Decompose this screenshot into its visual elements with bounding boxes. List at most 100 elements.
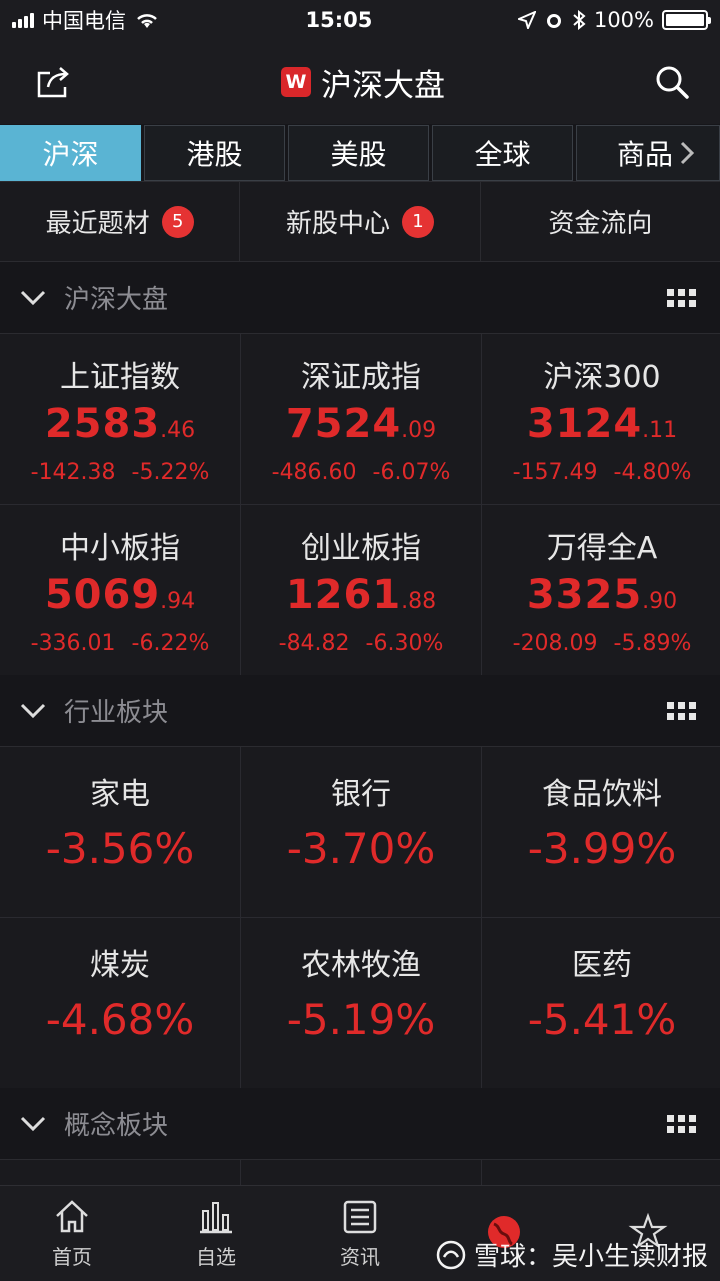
signal-icon (12, 12, 34, 28)
index-card[interactable]: 中小板指 5069.94 -336.01 -6.22% (0, 505, 240, 675)
industry-pct: -4.68% (45, 995, 195, 1044)
watermark: 雪球：吴小生读财报 (436, 1236, 708, 1273)
quick-label: 资金流向 (548, 209, 653, 239)
industry-card[interactable]: 农林牧渔 -5.19% (241, 918, 481, 1088)
index-value-int: 3325 (526, 572, 643, 618)
index-value-dec: .94 (160, 589, 196, 614)
tabbar-label: 首页 (52, 1245, 92, 1269)
index-card[interactable]: 沪深300 3124.11 -157.49 -4.80% (482, 334, 720, 504)
industry-card[interactable]: 食品饮料 -3.99% (482, 747, 720, 917)
industry-name: 银行 (331, 777, 391, 812)
grid-view-icon[interactable] (667, 288, 696, 307)
index-value: 1261.88 (286, 569, 436, 628)
index-grid: 上证指数 2583.46 -142.38 -5.22% 深证成指 7524.09 … (0, 334, 720, 675)
carrier-label: 中国电信 (42, 9, 126, 33)
industry-pct: -3.99% (527, 824, 677, 873)
index-value-dec: .11 (642, 418, 678, 443)
bottom-tab-bar: 首页 自选 资讯 (0, 1185, 720, 1281)
watermark-text: 雪球：吴小生读财报 (473, 1242, 708, 1272)
industry-card[interactable]: 家电 -3.56% (0, 747, 240, 917)
tabbar-label: 资讯 (340, 1245, 380, 1269)
tab-shangpin[interactable]: 商品 (576, 125, 720, 181)
index-card[interactable]: 上证指数 2583.46 -142.38 -5.22% (0, 334, 240, 504)
quick-label: 最近题材 (45, 209, 150, 239)
industry-pct: -3.56% (45, 824, 195, 873)
home-icon (56, 1200, 88, 1233)
tab-ganggu[interactable]: 港股 (144, 125, 285, 181)
market-tabs: 沪深 港股 美股 全球 商品 (0, 124, 720, 182)
tabbar-home[interactable]: 首页 (0, 1186, 144, 1281)
tabbar-globe[interactable] (432, 1186, 576, 1281)
location-icon (517, 11, 536, 29)
bar-chart-icon (200, 1202, 232, 1234)
count-badge: 1 (402, 205, 434, 238)
search-icon[interactable] (654, 64, 690, 100)
tabbar-watchlist[interactable]: 自选 (144, 1186, 288, 1281)
index-value: 5069.94 (45, 569, 195, 628)
section-concept-header[interactable]: 概念板块 (0, 1088, 720, 1160)
index-value-int: 2583 (44, 401, 161, 447)
quick-links: 最近题材 5 新股中心 1 资金流向 (0, 182, 720, 262)
tab-label: 商品 (617, 138, 674, 171)
globe-icon (488, 1215, 520, 1248)
index-name: 创业板指 (301, 531, 421, 566)
tab-hushen[interactable]: 沪深 (0, 125, 141, 181)
index-value: 2583.46 (45, 398, 195, 457)
chevron-down-icon (20, 290, 46, 305)
index-pct: -6.07% (372, 460, 451, 485)
grid-view-icon[interactable] (667, 1114, 696, 1133)
grid-view-icon[interactable] (667, 701, 696, 720)
battery-icon (662, 10, 711, 30)
index-value-dec: .46 (160, 418, 196, 443)
page-title: W 沪深大盘 (281, 60, 445, 105)
industry-pct: -5.19% (286, 995, 436, 1044)
tab-label: 全球 (474, 138, 531, 171)
index-name: 沪深300 (543, 360, 661, 395)
index-pct: -6.30% (365, 631, 444, 656)
battery-percent: 100% (593, 8, 654, 32)
quick-label: 新股中心 (285, 209, 390, 239)
snowball-logo-icon (436, 1240, 466, 1269)
index-card[interactable]: 万得全A 3325.90 -208.09 -5.89% (482, 505, 720, 675)
index-pct: -5.22% (131, 460, 210, 485)
industry-grid: 家电 -3.56% 银行 -3.70% 食品饮料 -3.99% 煤炭 -4.68… (0, 747, 720, 1088)
tab-label: 美股 (330, 138, 387, 171)
index-pct: -4.80% (613, 460, 692, 485)
index-value-dec: .09 (401, 418, 437, 443)
index-value: 3325.90 (527, 569, 677, 628)
index-value: 7524.09 (286, 398, 436, 457)
tab-label: 沪深 (42, 138, 99, 171)
index-change: -84.82 (278, 631, 350, 656)
industry-card[interactable]: 医药 -5.41% (482, 918, 720, 1088)
industry-card[interactable]: 银行 -3.70% (241, 747, 481, 917)
tab-quanqiu[interactable]: 全球 (432, 125, 573, 181)
index-card[interactable]: 深证成指 7524.09 -486.60 -6.07% (241, 334, 481, 504)
index-change: -336.01 (30, 631, 116, 656)
tabbar-discover[interactable] (576, 1186, 720, 1281)
index-pct: -5.89% (613, 631, 692, 656)
section-title: 概念板块 (64, 1111, 169, 1141)
index-card[interactable]: 创业板指 1261.88 -84.82 -6.30% (241, 505, 481, 675)
index-change: -208.09 (512, 631, 598, 656)
quick-recent-topics[interactable]: 最近题材 5 (0, 182, 241, 261)
tabbar-label: 自选 (196, 1245, 236, 1269)
tabbar-news[interactable]: 资讯 (288, 1186, 432, 1281)
status-bar: 中国电信 15:05 100% (0, 0, 720, 40)
star-icon (628, 1212, 668, 1249)
alarm-icon (546, 14, 561, 28)
nav-bar: W 沪深大盘 (0, 40, 720, 124)
tab-meigu[interactable]: 美股 (288, 125, 429, 181)
index-pct: -6.22% (131, 631, 210, 656)
page-title-text: 沪深大盘 (321, 67, 445, 104)
quick-ipo-center[interactable]: 新股中心 1 (240, 182, 481, 261)
industry-card[interactable]: 煤炭 -4.68% (0, 918, 240, 1088)
wifi-icon (137, 14, 157, 28)
share-icon[interactable] (36, 65, 72, 99)
industry-pct: -5.41% (527, 995, 677, 1044)
section-industry-header[interactable]: 行业板块 (0, 675, 720, 747)
section-market-header[interactable]: 沪深大盘 (0, 262, 720, 334)
bluetooth-icon (573, 10, 586, 30)
index-name: 上证指数 (60, 360, 180, 395)
quick-fund-flow[interactable]: 资金流向 (481, 182, 720, 261)
wind-logo: W (281, 67, 311, 97)
